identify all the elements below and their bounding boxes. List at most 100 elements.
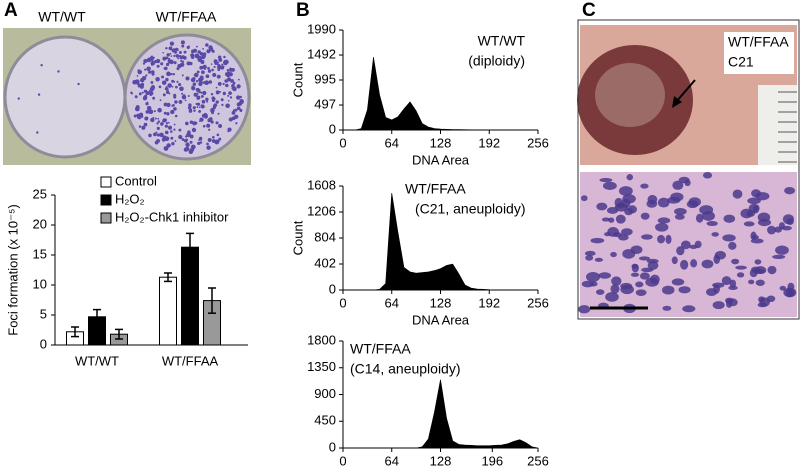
ruler (758, 85, 797, 165)
nucleus (577, 305, 591, 314)
colony (215, 86, 218, 89)
arrow-head (672, 96, 682, 108)
nucleus (787, 282, 795, 291)
colony (203, 114, 208, 119)
colony (166, 102, 171, 108)
y-tick-label: 402 (314, 255, 336, 270)
colony (200, 91, 203, 94)
colony (181, 92, 184, 95)
nucleus (694, 240, 702, 249)
colony (202, 48, 204, 50)
colony (137, 85, 140, 88)
nucleus (619, 186, 633, 196)
colony (132, 79, 138, 85)
y-tick-label: 1492 (307, 46, 336, 61)
colony (226, 68, 230, 72)
nucleus (647, 260, 659, 270)
colony (190, 49, 195, 54)
nucleus (635, 281, 644, 288)
nucleus (671, 256, 678, 265)
colony (215, 90, 220, 95)
colony (218, 137, 222, 141)
colony (223, 60, 228, 66)
colony (212, 72, 217, 78)
colony (173, 123, 176, 126)
nucleus (638, 256, 651, 261)
nucleus (732, 189, 743, 199)
colony (161, 75, 165, 79)
nucleus (728, 285, 738, 290)
nucleus (620, 282, 633, 290)
colony (199, 117, 204, 122)
colony (212, 135, 215, 139)
nucleus (662, 305, 672, 311)
nucleus (767, 265, 777, 275)
colony (143, 122, 148, 127)
error-bar (115, 328, 123, 340)
panel-label: C (582, 0, 596, 21)
colony (153, 110, 156, 113)
nucleus (657, 197, 670, 208)
nucleus (680, 259, 689, 270)
colony (232, 81, 236, 85)
y-tick-label: 450 (314, 413, 336, 428)
nucleus (678, 176, 690, 184)
colony (198, 139, 201, 141)
colony (202, 64, 207, 70)
colony (136, 75, 139, 77)
colony (194, 72, 199, 78)
x-tick-label: 256 (527, 295, 549, 310)
colony (232, 86, 237, 92)
colony (170, 109, 175, 115)
colony (173, 80, 176, 83)
colony (185, 142, 190, 147)
x-axis-label: DNA Area (412, 152, 470, 167)
colony (164, 136, 170, 141)
nucleus (601, 217, 611, 222)
colony (138, 125, 142, 128)
colony (146, 57, 152, 63)
colony (159, 132, 164, 138)
colony (201, 99, 206, 104)
nucleus (711, 232, 719, 237)
colony (223, 55, 226, 59)
colony (173, 95, 177, 99)
colony (190, 144, 196, 150)
y-axis-label: Foci formation (x 10⁻⁵) (5, 204, 20, 335)
colony (238, 78, 240, 81)
x-tick-label: 128 (430, 135, 452, 150)
colony (178, 134, 183, 140)
plate-photo (3, 28, 251, 165)
colony (187, 95, 190, 98)
x-tick-label: 0 (339, 135, 346, 150)
panel-label: B (296, 0, 310, 21)
colony (144, 94, 148, 98)
colony (221, 103, 224, 107)
colony (165, 56, 169, 60)
nucleus (612, 232, 623, 238)
y-tick-label: 1206 (307, 203, 336, 218)
nucleus (657, 234, 666, 244)
x-tick-label: 64 (385, 135, 399, 150)
colony (208, 45, 213, 50)
nucleus (695, 213, 704, 223)
colony (144, 116, 149, 121)
colony (145, 110, 150, 114)
colony (216, 133, 220, 137)
colony (180, 40, 185, 45)
nucleus (682, 305, 696, 313)
colony (140, 84, 143, 87)
colony (166, 62, 170, 67)
colony (195, 45, 198, 48)
colony (192, 106, 196, 110)
colony (228, 117, 233, 122)
colony (210, 108, 215, 113)
colony (189, 61, 193, 66)
colony (184, 135, 188, 138)
y-tick-label: 0 (329, 121, 336, 136)
colony (239, 99, 244, 104)
nucleus (665, 234, 672, 245)
colony (211, 49, 215, 53)
colony (236, 106, 241, 111)
colony (185, 76, 190, 81)
